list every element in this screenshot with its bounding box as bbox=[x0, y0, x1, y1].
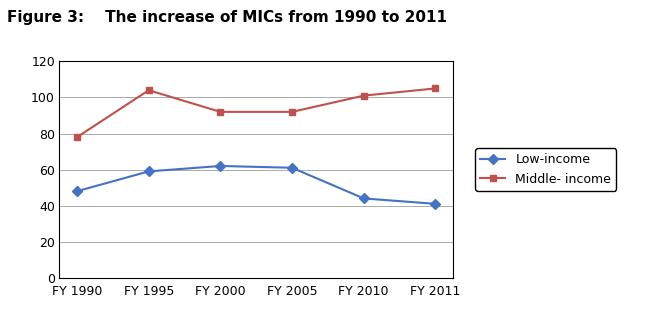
Low-income bbox=[432, 202, 440, 206]
Middle- income bbox=[145, 88, 152, 92]
Line: Middle- income: Middle- income bbox=[74, 85, 439, 141]
Low-income bbox=[288, 166, 296, 170]
Middle- income bbox=[360, 94, 368, 98]
Text: Figure 3:    The increase of MICs from 1990 to 2011: Figure 3: The increase of MICs from 1990… bbox=[7, 10, 447, 25]
Low-income bbox=[360, 196, 368, 200]
Low-income bbox=[145, 170, 152, 173]
Middle- income bbox=[73, 135, 81, 139]
Line: Low-income: Low-income bbox=[74, 162, 439, 207]
Middle- income bbox=[288, 110, 296, 114]
Middle- income bbox=[432, 87, 440, 90]
Low-income bbox=[216, 164, 224, 168]
Legend: Low-income, Middle- income: Low-income, Middle- income bbox=[476, 149, 616, 191]
Middle- income bbox=[216, 110, 224, 114]
Low-income bbox=[73, 189, 81, 193]
